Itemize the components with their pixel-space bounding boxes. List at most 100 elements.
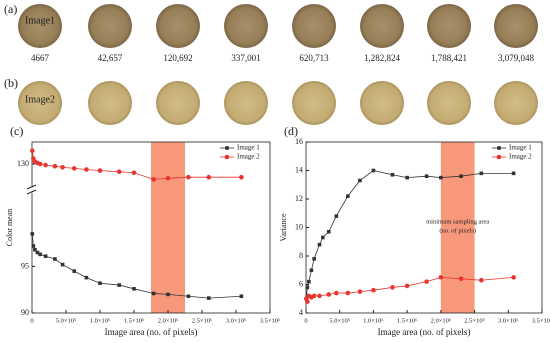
legend-marker	[496, 154, 502, 160]
data-point	[52, 163, 58, 169]
data-point	[98, 281, 102, 286]
data-point	[305, 299, 310, 304]
y-tick-label: 16	[295, 137, 303, 146]
data-point	[71, 166, 77, 171]
size-label: 120,692	[163, 53, 192, 63]
data-point	[38, 252, 43, 257]
data-point	[307, 279, 311, 284]
data-point	[97, 168, 103, 173]
data-point	[53, 257, 57, 261]
x-tick-label: 1.5×10⁶	[397, 317, 418, 324]
data-point	[317, 242, 322, 247]
data-point	[390, 172, 395, 177]
x-tick-label: 1.0×10⁶	[90, 317, 111, 324]
legend-marker	[224, 154, 230, 160]
data-point	[390, 285, 395, 290]
sample-image	[224, 81, 268, 125]
legend-label: Image 1	[509, 144, 532, 152]
axis-break	[28, 187, 36, 193]
x-tick-label: 3.5×10⁶	[532, 317, 550, 324]
data-point	[312, 257, 316, 261]
legend-label: Image 1	[237, 144, 260, 152]
y-tick-label: 12	[295, 194, 303, 203]
data-point	[30, 148, 35, 154]
data-point	[439, 175, 443, 180]
data-point	[345, 290, 351, 296]
y-tick-label: 14	[295, 165, 303, 174]
panel-label: (d)	[284, 124, 298, 138]
data-point	[84, 275, 89, 280]
data-point	[479, 171, 484, 176]
data-point	[424, 279, 429, 284]
data-point	[166, 292, 170, 297]
data-point	[479, 277, 484, 283]
data-point	[334, 290, 339, 296]
data-point	[511, 171, 516, 176]
data-point	[511, 275, 516, 280]
data-point	[186, 174, 191, 180]
data-point	[33, 247, 37, 252]
panel-label: (c)	[10, 124, 23, 138]
data-point	[321, 235, 325, 240]
data-point	[458, 276, 464, 282]
data-point	[305, 285, 310, 290]
x-axis-label: Image area (no. of pixels)	[378, 327, 471, 337]
data-point	[207, 296, 211, 300]
x-tick-label: 3.0×10⁶	[226, 317, 247, 324]
data-point	[206, 174, 212, 180]
sample-image	[494, 4, 538, 48]
x-tick-label: 2.0×10⁶	[431, 317, 452, 324]
data-point	[405, 175, 409, 180]
size-label: 1,282,824	[364, 53, 401, 63]
y-axis-label: Color mean	[5, 209, 14, 247]
data-point	[239, 294, 244, 299]
legend-label: Image 2	[237, 153, 260, 161]
y-tick-label: 8	[299, 251, 303, 260]
sample-image	[292, 81, 336, 125]
data-point	[165, 176, 171, 181]
image-name: Image1	[25, 15, 55, 26]
data-point	[459, 174, 463, 178]
x-tick-label: 5.0×10⁵	[56, 317, 77, 324]
data-point	[346, 194, 350, 198]
sample-image	[88, 81, 132, 125]
x-tick-label: 3.0×10⁶	[498, 317, 519, 324]
size-label: 4667	[31, 53, 50, 63]
sample-image	[292, 4, 336, 48]
data-point	[84, 167, 89, 172]
data-point	[151, 291, 156, 296]
annotation: (no. of pixels)	[439, 227, 476, 234]
size-label: 337,001	[231, 53, 260, 63]
data-point	[317, 293, 322, 299]
data-point	[438, 275, 444, 280]
sample-image	[156, 81, 200, 125]
data-point	[371, 168, 376, 173]
size-label: 620,713	[299, 53, 329, 63]
data-point	[404, 283, 410, 289]
sample-image	[224, 4, 268, 48]
legend-marker	[497, 146, 501, 150]
size-label: 3,079,048	[498, 53, 535, 63]
sample-image	[360, 81, 404, 125]
data-point	[132, 287, 136, 291]
sample-image	[18, 4, 62, 48]
y-tick-label: 6	[299, 279, 303, 288]
shaded-region	[151, 142, 185, 313]
x-tick-label: 2.5×10⁶	[464, 317, 485, 324]
axis-break	[26, 184, 37, 190]
annotation: minimum sampling area	[426, 218, 489, 225]
x-axis-label: Image area (no. of pixels)	[105, 327, 198, 337]
data-point	[43, 162, 48, 168]
sample-image	[494, 81, 538, 125]
shaded-region	[440, 142, 475, 313]
x-tick-label: 3.5×10⁶	[260, 317, 281, 324]
data-point	[72, 269, 77, 273]
data-point	[31, 244, 36, 248]
data-point	[30, 232, 35, 236]
x-tick-label: 0	[304, 317, 307, 324]
x-tick-label: 2.0×10⁶	[158, 317, 179, 324]
image-name: Image2	[25, 94, 55, 105]
size-label: 1,788,421	[431, 53, 467, 63]
x-tick-label: 2.5×10⁶	[192, 317, 213, 324]
